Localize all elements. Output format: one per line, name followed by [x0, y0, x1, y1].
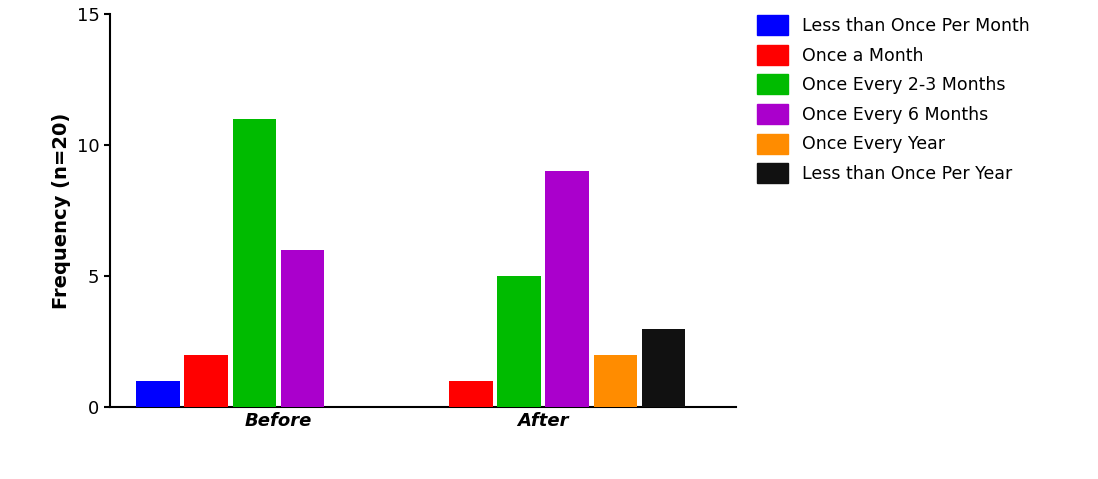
- Bar: [281, 250, 324, 407]
- Bar: [449, 381, 493, 407]
- Bar: [233, 119, 276, 407]
- Bar: [136, 381, 180, 407]
- Bar: [546, 171, 589, 407]
- Legend: Less than Once Per Month, Once a Month, Once Every 2-3 Months, Once Every 6 Mont: Less than Once Per Month, Once a Month, …: [757, 15, 1030, 183]
- Bar: [497, 276, 540, 407]
- Bar: [594, 355, 637, 407]
- Y-axis label: Frequency (n=20): Frequency (n=20): [52, 113, 71, 309]
- Bar: [184, 355, 227, 407]
- Bar: [641, 329, 685, 407]
